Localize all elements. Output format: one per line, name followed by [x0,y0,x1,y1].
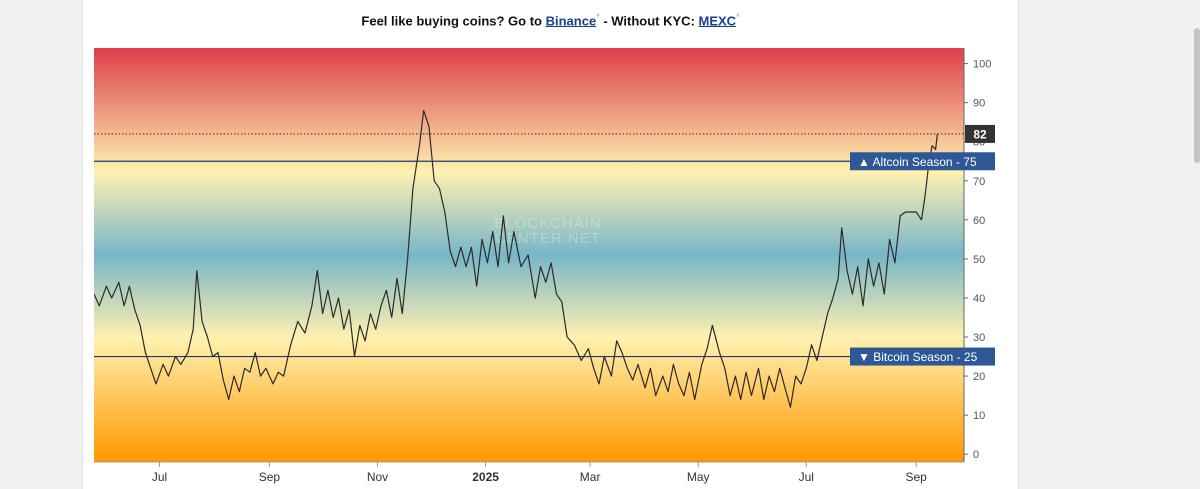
y-tick-label: 90 [973,98,985,110]
current-value-label: 82 [973,127,987,141]
y-tick-label: 20 [973,371,985,383]
promo-middle: - Without KYC: [599,13,699,29]
mexc-link[interactable]: MEXC [698,13,737,29]
x-tick-label: 2025 [472,470,499,484]
plot-background [94,48,964,462]
page-scrollbar[interactable] [1194,28,1200,163]
x-tick-label: May [687,470,710,484]
y-tick-label: 100 [973,59,991,71]
binance-link[interactable]: Binance [545,13,597,29]
threshold-label-bg-1 [850,347,995,366]
promo-prefix: Feel like buying coins? Go to [361,13,546,29]
x-tick-label: Sep [259,470,281,484]
x-tick-label: Nov [367,470,388,484]
x-tick-label: Sep [905,470,927,484]
y-tick-label: 60 [973,215,985,227]
y-tick-label: 30 [973,332,985,344]
watermark-line-1: BLOCKCHAIN [494,215,602,232]
y-tick-label: 0 [973,449,979,461]
current-value-badge [965,124,995,143]
threshold-label-1: ▼ Bitcoin Season - 25 [858,350,978,364]
y-tick-label: 10 [973,410,985,422]
watermark-line-2: CENTER.NET [495,230,601,247]
y-tick-label: 40 [973,293,985,305]
index-series-line [94,109,938,408]
mexc-external-mark: * [736,12,740,22]
y-tick-label: 50 [973,254,985,266]
threshold-label-0: ▲ Altcoin Season - 75 [858,155,977,169]
threshold-label-bg-0 [850,152,995,171]
promo-banner: Feel like buying coins? Go to Binance* -… [83,12,1018,28]
x-tick-label: Jul [152,470,167,484]
binance-external-mark: * [596,12,600,22]
x-tick-label: Mar [580,470,601,484]
x-tick-label: Jul [799,470,814,484]
y-tick-label: 70 [973,176,985,188]
